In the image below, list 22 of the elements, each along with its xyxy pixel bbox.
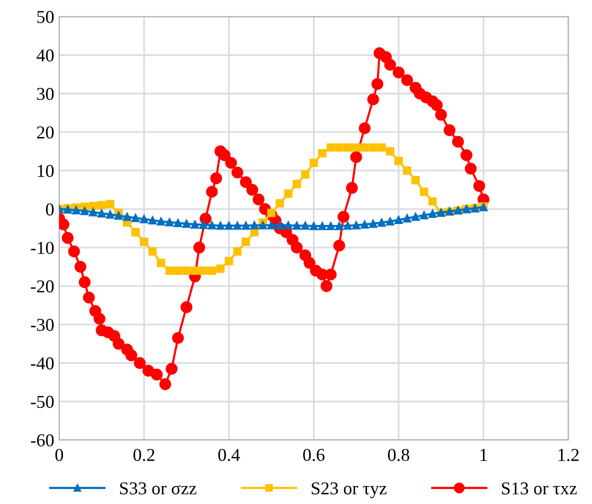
x-tick-label: 0.2 xyxy=(133,448,154,462)
y-tick-label: -30 xyxy=(30,318,54,331)
y-tick-label: -20 xyxy=(30,280,54,292)
y-tick-label: 50 xyxy=(37,10,54,24)
x-tick-label: 0.6 xyxy=(303,448,325,462)
y-tick-label: -60 xyxy=(30,434,54,446)
legend-label: S23 or τyz xyxy=(312,482,387,498)
y-tick-label: -40 xyxy=(30,357,54,370)
x-tick-label: 0 xyxy=(55,448,64,462)
y-tick-label: 10 xyxy=(38,164,54,178)
x-tick-label: 1 xyxy=(480,448,487,461)
y-tick-label: 0 xyxy=(46,203,54,216)
y-tick-label: 30 xyxy=(37,88,54,100)
x-tick-label: 0.8 xyxy=(388,448,410,462)
y-tick-label: -10 xyxy=(30,242,54,254)
legend-label: S33 or σzz xyxy=(120,482,196,494)
x-tick-label: 1.2 xyxy=(558,448,579,462)
y-tick-label: 40 xyxy=(36,49,54,62)
legend-label: S13 or τxz xyxy=(502,482,577,494)
y-tick-label: 20 xyxy=(37,126,54,139)
y-tick-label: -50 xyxy=(30,396,54,408)
x-tick-label: 0.4 xyxy=(218,448,240,462)
